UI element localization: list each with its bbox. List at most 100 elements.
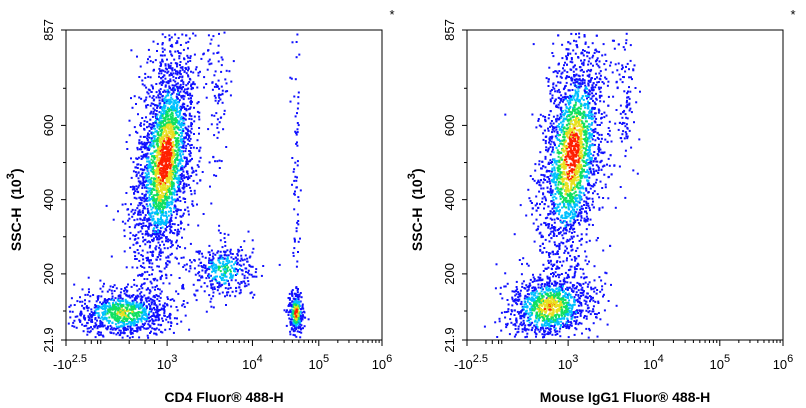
event-point	[114, 316, 117, 319]
event-point	[161, 220, 163, 223]
event-point	[87, 288, 90, 291]
event-point	[155, 230, 158, 233]
event-point	[296, 294, 299, 296]
event-point	[224, 244, 227, 247]
event-point	[164, 163, 167, 166]
event-point	[186, 158, 188, 161]
event-point	[175, 165, 178, 168]
event-point	[165, 188, 168, 191]
event-point	[170, 131, 173, 133]
event-point	[158, 136, 161, 139]
event-point	[145, 320, 148, 323]
event-point	[160, 69, 163, 72]
event-point	[255, 268, 258, 271]
event-point	[159, 254, 162, 257]
event-point	[160, 196, 163, 199]
event-point	[137, 252, 140, 255]
event-point	[150, 187, 153, 190]
event-point	[137, 180, 140, 183]
event-point	[188, 140, 191, 142]
event-point	[168, 225, 171, 228]
event-point	[296, 213, 299, 216]
event-point	[574, 128, 577, 131]
event-point	[138, 76, 141, 78]
event-point	[228, 261, 231, 264]
event-point	[139, 213, 142, 216]
event-point	[118, 307, 121, 310]
event-point	[166, 226, 168, 228]
event-point	[113, 305, 116, 308]
event-point	[195, 169, 198, 172]
event-point	[181, 186, 184, 189]
event-point	[158, 195, 161, 198]
event-point	[178, 93, 181, 96]
event-point	[224, 295, 226, 298]
event-point	[586, 97, 588, 100]
event-point	[155, 309, 158, 312]
event-point	[160, 170, 162, 173]
event-point	[154, 319, 157, 322]
event-point	[181, 68, 184, 71]
event-point	[87, 276, 90, 279]
event-point	[177, 87, 180, 90]
event-point	[156, 192, 159, 195]
event-point	[94, 324, 97, 327]
event-point	[138, 196, 141, 199]
event-point	[158, 89, 161, 92]
event-point	[136, 218, 139, 221]
event-point	[152, 202, 155, 205]
event-point	[131, 301, 134, 304]
event-point	[157, 241, 160, 244]
event-point	[299, 310, 302, 313]
event-point	[140, 295, 143, 298]
event-point	[173, 119, 176, 122]
event-point	[168, 127, 170, 130]
event-point	[157, 194, 160, 196]
event-point	[105, 204, 108, 207]
event-point	[293, 320, 295, 323]
event-point	[151, 144, 154, 147]
event-point	[175, 290, 178, 293]
event-point	[155, 189, 158, 192]
event-point	[164, 70, 167, 73]
event-point	[169, 177, 171, 180]
event-point	[166, 140, 169, 143]
event-point	[122, 327, 125, 330]
event-point	[107, 308, 110, 311]
event-point	[181, 168, 184, 171]
event-point	[584, 115, 587, 117]
event-point	[230, 279, 233, 282]
event-point	[193, 192, 196, 195]
event-point	[153, 150, 156, 153]
event-point	[230, 256, 233, 259]
event-point	[209, 261, 212, 264]
event-point	[177, 292, 180, 295]
event-point	[245, 267, 248, 270]
event-point	[168, 219, 171, 222]
event-point	[198, 279, 201, 282]
event-point	[172, 198, 175, 201]
event-point	[220, 254, 223, 257]
event-point	[91, 328, 94, 331]
event-point	[182, 266, 185, 268]
event-point	[169, 184, 172, 187]
event-point	[206, 267, 209, 270]
event-point	[117, 303, 120, 306]
event-point	[601, 206, 604, 209]
event-point	[166, 218, 169, 221]
event-point	[594, 127, 597, 130]
event-point	[160, 72, 163, 75]
event-point	[176, 177, 179, 180]
event-point	[551, 180, 554, 183]
event-point	[295, 311, 298, 314]
event-point	[184, 201, 187, 204]
event-point	[130, 285, 133, 288]
event-point	[227, 291, 230, 294]
event-point	[162, 166, 165, 169]
event-point	[117, 311, 120, 314]
event-point	[561, 100, 564, 103]
event-point	[161, 107, 164, 110]
event-point	[119, 294, 122, 297]
y-axis-title: SSC-H(103)	[5, 169, 24, 252]
event-point	[176, 85, 178, 88]
